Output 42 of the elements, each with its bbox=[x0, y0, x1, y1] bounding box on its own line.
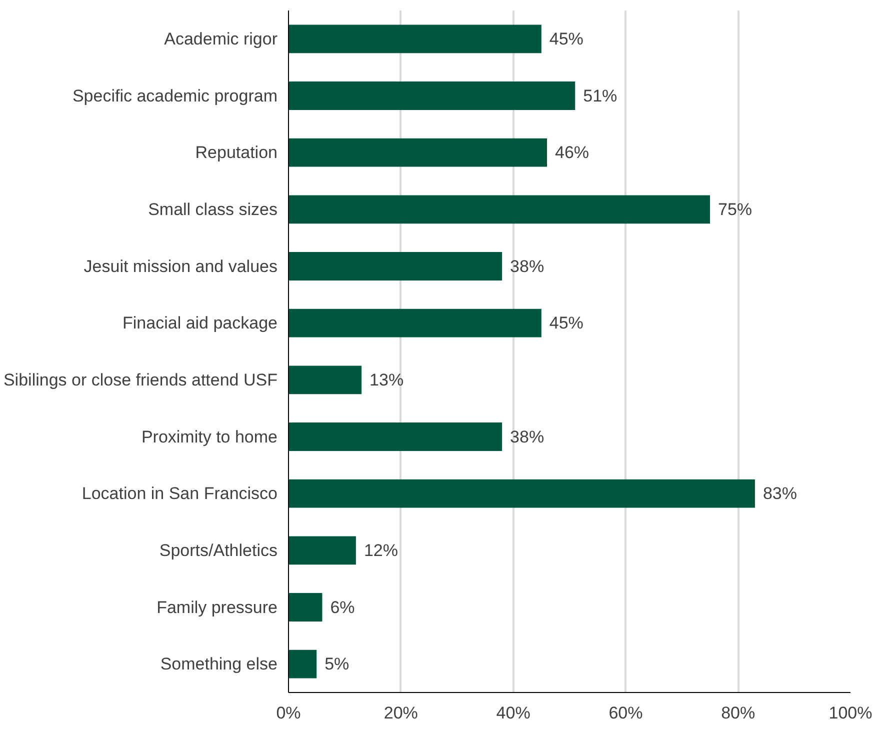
y-tick-label: Academic rigor bbox=[164, 29, 278, 48]
y-tick-label: Location in San Francisco bbox=[82, 484, 278, 504]
data-label: 75% bbox=[718, 200, 752, 219]
y-tick-label: Finacial aid package bbox=[122, 314, 278, 333]
bar bbox=[288, 650, 317, 678]
bar bbox=[288, 24, 542, 54]
x-tick-label: 20% bbox=[384, 704, 418, 722]
data-label: 38% bbox=[510, 256, 544, 276]
y-tick-label: Specific academic program bbox=[72, 86, 278, 106]
data-label: 6% bbox=[330, 598, 355, 617]
data-label: 46% bbox=[555, 143, 590, 162]
bar bbox=[288, 308, 542, 338]
data-label: 83% bbox=[762, 484, 797, 504]
y-tick-label: Something else bbox=[160, 654, 278, 674]
data-label: 12% bbox=[364, 540, 398, 560]
x-tick-label: 40% bbox=[496, 704, 530, 722]
y-tick-label: Jesuit mission and values bbox=[84, 256, 278, 276]
y-tick-label: Sibilings or close friends attend USF bbox=[3, 370, 278, 390]
y-tick-label: Sports/Athletics bbox=[159, 540, 278, 560]
bar bbox=[288, 479, 755, 508]
bar bbox=[288, 593, 322, 622]
x-tick-label: 60% bbox=[608, 704, 643, 722]
bar bbox=[288, 195, 710, 224]
data-label: 38% bbox=[510, 427, 544, 446]
y-tick-label: Small class sizes bbox=[148, 200, 278, 219]
x-tick-label: 80% bbox=[721, 704, 756, 722]
y-tick-label: Reputation bbox=[195, 143, 278, 162]
bar bbox=[288, 536, 356, 565]
data-label: 13% bbox=[370, 370, 404, 390]
x-tick-label: 100% bbox=[828, 704, 872, 722]
data-label: 45% bbox=[549, 29, 584, 48]
y-tick-label: Proximity to home bbox=[141, 427, 278, 446]
bar bbox=[288, 82, 576, 110]
data-label: 5% bbox=[324, 654, 350, 674]
data-label: 51% bbox=[583, 86, 618, 106]
bar bbox=[288, 138, 548, 167]
x-tick-label: 0% bbox=[276, 704, 301, 722]
bar bbox=[288, 252, 502, 280]
bar bbox=[288, 366, 362, 394]
data-label: 45% bbox=[549, 314, 584, 333]
y-tick-label: Family pressure bbox=[156, 598, 278, 617]
bar bbox=[288, 422, 502, 451]
